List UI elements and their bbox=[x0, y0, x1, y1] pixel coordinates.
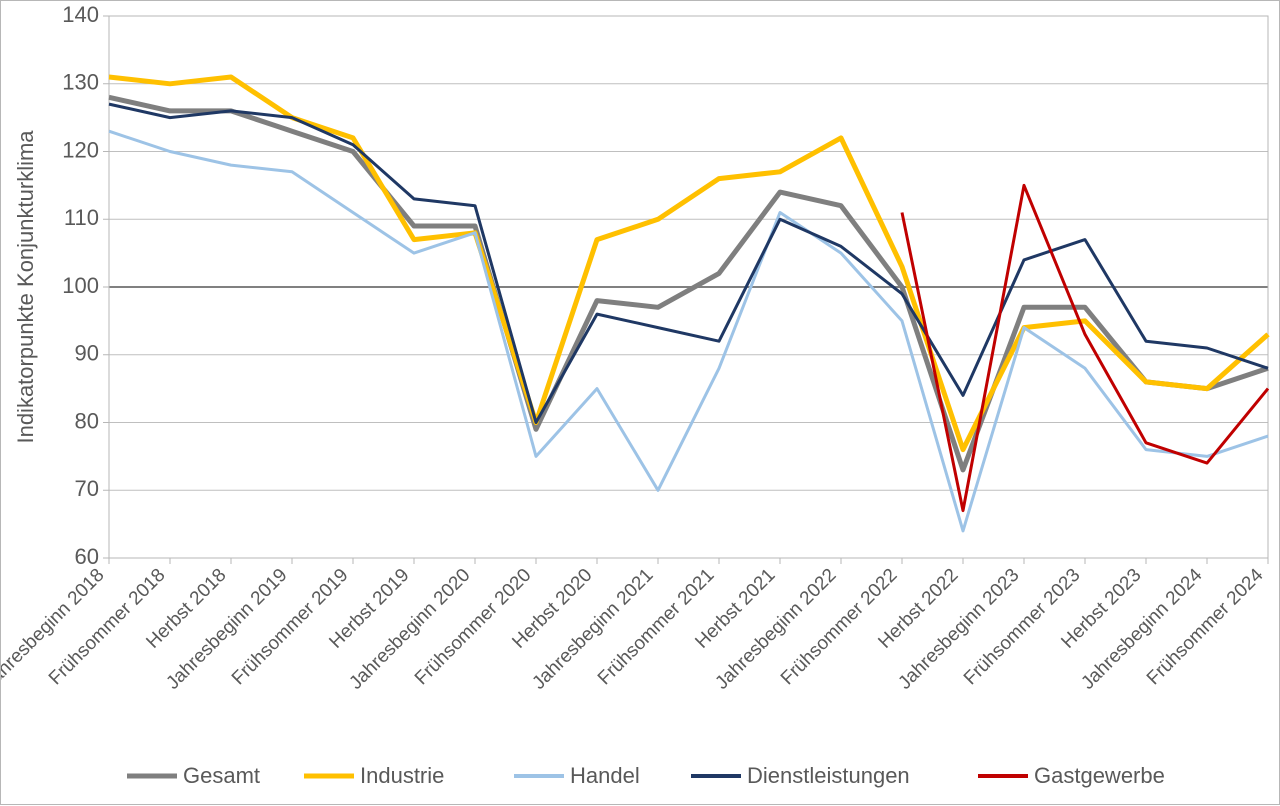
y-tick-label: 100 bbox=[62, 273, 99, 298]
y-tick-label: 110 bbox=[64, 205, 99, 230]
y-tick-label: 90 bbox=[75, 341, 99, 366]
series-line-gastgewerbe bbox=[902, 185, 1268, 510]
legend-label: Gastgewerbe bbox=[1034, 763, 1165, 788]
x-tick-label: Frühsommer 2019 bbox=[228, 565, 353, 690]
legend-label: Gesamt bbox=[183, 763, 260, 788]
y-tick-label: 140 bbox=[62, 2, 99, 27]
x-tick-label: Frühsommer 2022 bbox=[777, 565, 902, 690]
legend: Gesamt Industrie Handel Dienstleistungen Gas… bbox=[127, 763, 1165, 788]
y-tick-label: 130 bbox=[62, 70, 99, 95]
legend-label: Dienstleistungen bbox=[747, 763, 910, 788]
y-axis-title: Indikatorpunkte Konjunkturklima bbox=[13, 130, 38, 444]
x-tick-label: Frühsommer 2020 bbox=[411, 565, 536, 690]
legend-label: Handel bbox=[570, 763, 640, 788]
series-line-industrie bbox=[109, 77, 1268, 450]
legend-label: Industrie bbox=[360, 763, 444, 788]
y-tick-label: 70 bbox=[75, 476, 99, 501]
x-tick-label: Frühsommer 2024 bbox=[1143, 564, 1268, 689]
series-line-gesamt bbox=[109, 97, 1268, 470]
y-tick-label: 120 bbox=[62, 137, 99, 162]
y-tick-label: 80 bbox=[75, 408, 99, 433]
x-tick-label: Frühsommer 2021 bbox=[594, 565, 719, 690]
y-tick-label: 60 bbox=[75, 544, 99, 569]
line-chart: 60708090100110120130140Jahresbeginn 2018… bbox=[1, 1, 1280, 806]
chart-container: 60708090100110120130140Jahresbeginn 2018… bbox=[0, 0, 1280, 805]
x-tick-label: Frühsommer 2023 bbox=[960, 565, 1085, 690]
x-tick-label: Frühsommer 2018 bbox=[45, 565, 170, 690]
